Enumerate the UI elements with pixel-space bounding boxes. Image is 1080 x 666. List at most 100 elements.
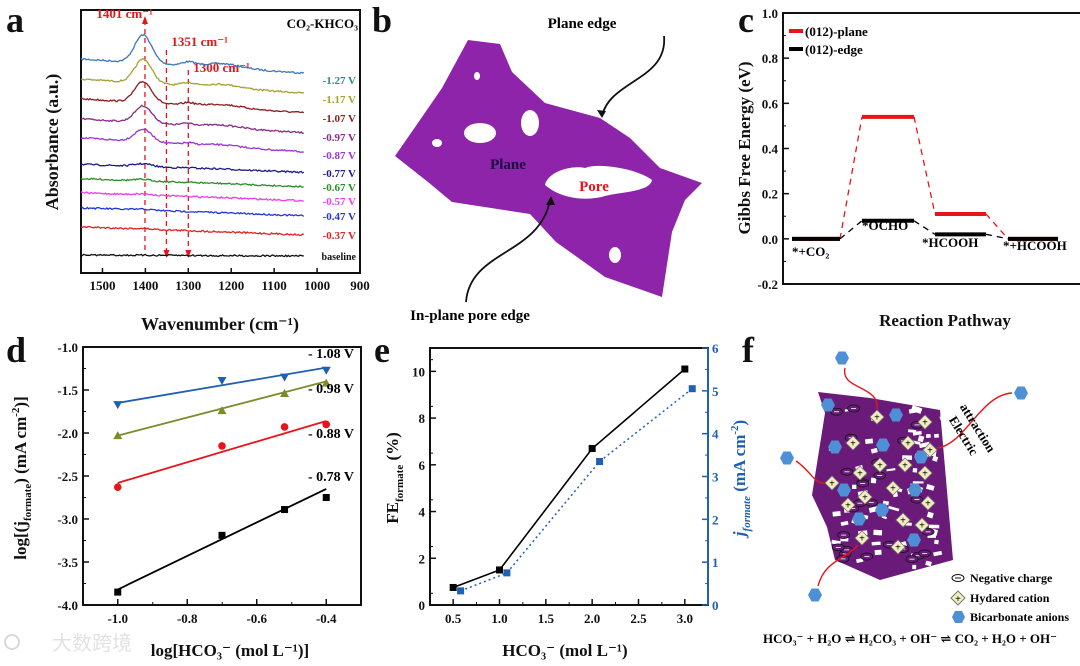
trace-label: -1.17 V xyxy=(323,94,356,106)
bicarbonate-anion-icon xyxy=(889,408,903,422)
y-axis-label: log[(jformate) (mA cm-2)] xyxy=(10,396,34,560)
data-point-triangle xyxy=(280,388,290,397)
mesh-pore xyxy=(933,550,943,557)
y-label-part: ) (mA cm xyxy=(11,417,30,484)
mesh-pore xyxy=(912,564,917,570)
y-axis-label: FEformate (%) xyxy=(383,432,406,524)
y-tick-label: 8 xyxy=(419,411,426,426)
energy-connector xyxy=(985,213,1009,240)
hydrated-cation-icon xyxy=(920,495,936,511)
hydrated-cation-icon xyxy=(900,435,916,451)
peak-annotation: 1300 cm⁻¹ xyxy=(193,60,250,75)
bicarbonate-anion-icon xyxy=(835,351,849,365)
data-point-circle xyxy=(322,420,331,429)
plane-edge-arrow xyxy=(601,35,665,117)
bicarbonate-anion-icon xyxy=(908,483,922,497)
legend-bicarbonate-anions: Bicarbonate anions xyxy=(970,610,1069,624)
y-label-part: log[(j xyxy=(11,521,30,560)
x-tick-label: 1200 xyxy=(218,278,244,293)
y2-label-superscript: -2 xyxy=(729,425,741,435)
mesh-pore xyxy=(873,529,883,536)
bicarbonate-anion-icon xyxy=(876,438,890,452)
y-tick-label: 10 xyxy=(412,364,425,379)
series-line xyxy=(460,388,693,592)
x-axis-label: log[HCO₃⁻ (mol L⁻¹)] xyxy=(151,641,309,660)
data-point-triangle-down xyxy=(113,401,123,410)
mesh-pore xyxy=(856,557,864,563)
panel-label-d: d xyxy=(6,330,26,370)
mesh-pore xyxy=(870,447,878,454)
hydrated-cation-icon xyxy=(840,497,856,513)
bicarbonate-anion-icon xyxy=(875,503,889,517)
x-tick-label: 1100 xyxy=(262,278,287,293)
equilibrium-equation: HCO₃⁻ + H₂O ⇌ H₂CO₃ + OH⁻ ⇌ CO₂ + H₂O + … xyxy=(763,631,1057,646)
mesh-pore xyxy=(939,413,951,421)
data-point-square xyxy=(681,365,689,373)
state-label: *+CO₂ xyxy=(792,244,829,259)
spectrum-trace xyxy=(80,177,304,188)
spectrum-trace xyxy=(80,57,305,94)
bicarbonate-anion-icon xyxy=(828,440,842,454)
data-point-square xyxy=(496,566,503,574)
plus-sign: + xyxy=(857,469,863,480)
energy-connector xyxy=(985,233,1009,240)
hydrated-cation-icon xyxy=(890,539,906,555)
x-tick-label: 900 xyxy=(350,278,370,293)
mesh-pore xyxy=(907,429,917,433)
y2-label-part: ) xyxy=(730,420,749,426)
y-label-subscript: formate xyxy=(394,465,406,502)
trace-label: -0.97 V xyxy=(323,132,356,144)
bicarbonate-anion-icon xyxy=(837,483,851,497)
bicarbonate-anion-icon xyxy=(852,512,866,526)
hydrated-cation-icon xyxy=(885,480,901,496)
trace-label: -0.77 V xyxy=(323,168,356,180)
y2-tick-label: 6 xyxy=(712,341,719,356)
data-point-square xyxy=(688,385,696,393)
y-tick-label: 0.0 xyxy=(762,232,778,247)
peak-annotation: 1351 cm⁻¹ xyxy=(171,34,228,49)
spectrum-trace xyxy=(80,128,304,153)
watermark-logo-icon xyxy=(4,634,20,650)
mesh-pore xyxy=(933,433,939,438)
data-point-circle xyxy=(280,423,289,431)
y2-axis-label: jformate (mA cm-2) xyxy=(729,420,753,539)
y2-tick-label: 0 xyxy=(712,598,719,613)
spectrum-trace xyxy=(81,253,304,258)
hydrated-cation-icon xyxy=(950,590,966,606)
legend: Negative charge + Hydared cation Bicarbo… xyxy=(950,571,1069,624)
panel-a-ftir-chart: CO₂-KHCO₃ 1401 cm⁻¹ 1351 cm⁻¹ 1300 cm⁻¹ -1… xyxy=(42,6,370,335)
mesh-pore xyxy=(852,484,857,489)
plus-sign: + xyxy=(845,501,851,512)
state-label: *OCHO xyxy=(862,218,908,233)
bicarbonate-anion-icon xyxy=(780,451,794,465)
panel-label-c: c xyxy=(738,0,754,40)
data-point-triangle-down xyxy=(321,366,331,375)
data-point-triangle xyxy=(113,431,123,440)
pore-shape xyxy=(545,165,652,199)
plus-sign: + xyxy=(862,493,868,504)
data-point-circle xyxy=(218,442,226,450)
fit-line xyxy=(117,366,327,404)
series-label: - 0.78 V xyxy=(308,470,354,485)
spectrum-trace xyxy=(81,80,305,114)
hydrated-cation-icon xyxy=(917,414,933,430)
plus-sign: + xyxy=(925,499,931,510)
plus-sign: + xyxy=(895,543,901,554)
x-axis-label: HCO₃⁻ (mol L⁻¹) xyxy=(502,641,627,660)
series-line xyxy=(452,368,686,589)
mesh-pore xyxy=(918,441,931,449)
x-tick-label: 1000 xyxy=(304,278,330,293)
plus-sign: + xyxy=(922,469,928,480)
plus-sign: + xyxy=(890,484,896,495)
hydrated-cation-icon xyxy=(854,530,870,546)
watermark: 大数跨境 xyxy=(4,631,132,655)
x-tick-label: 1300 xyxy=(175,278,201,293)
legend-hydrated-cation: Hydared cation xyxy=(970,591,1050,605)
plus-sign: + xyxy=(877,461,883,472)
hydrated-cation-icon xyxy=(897,457,913,473)
mesh-pore xyxy=(865,438,874,445)
y-tick-label: 0.2 xyxy=(762,187,778,202)
x-tick-label: -0.8 xyxy=(177,611,198,626)
x-tick-label: 3.0 xyxy=(677,611,693,626)
